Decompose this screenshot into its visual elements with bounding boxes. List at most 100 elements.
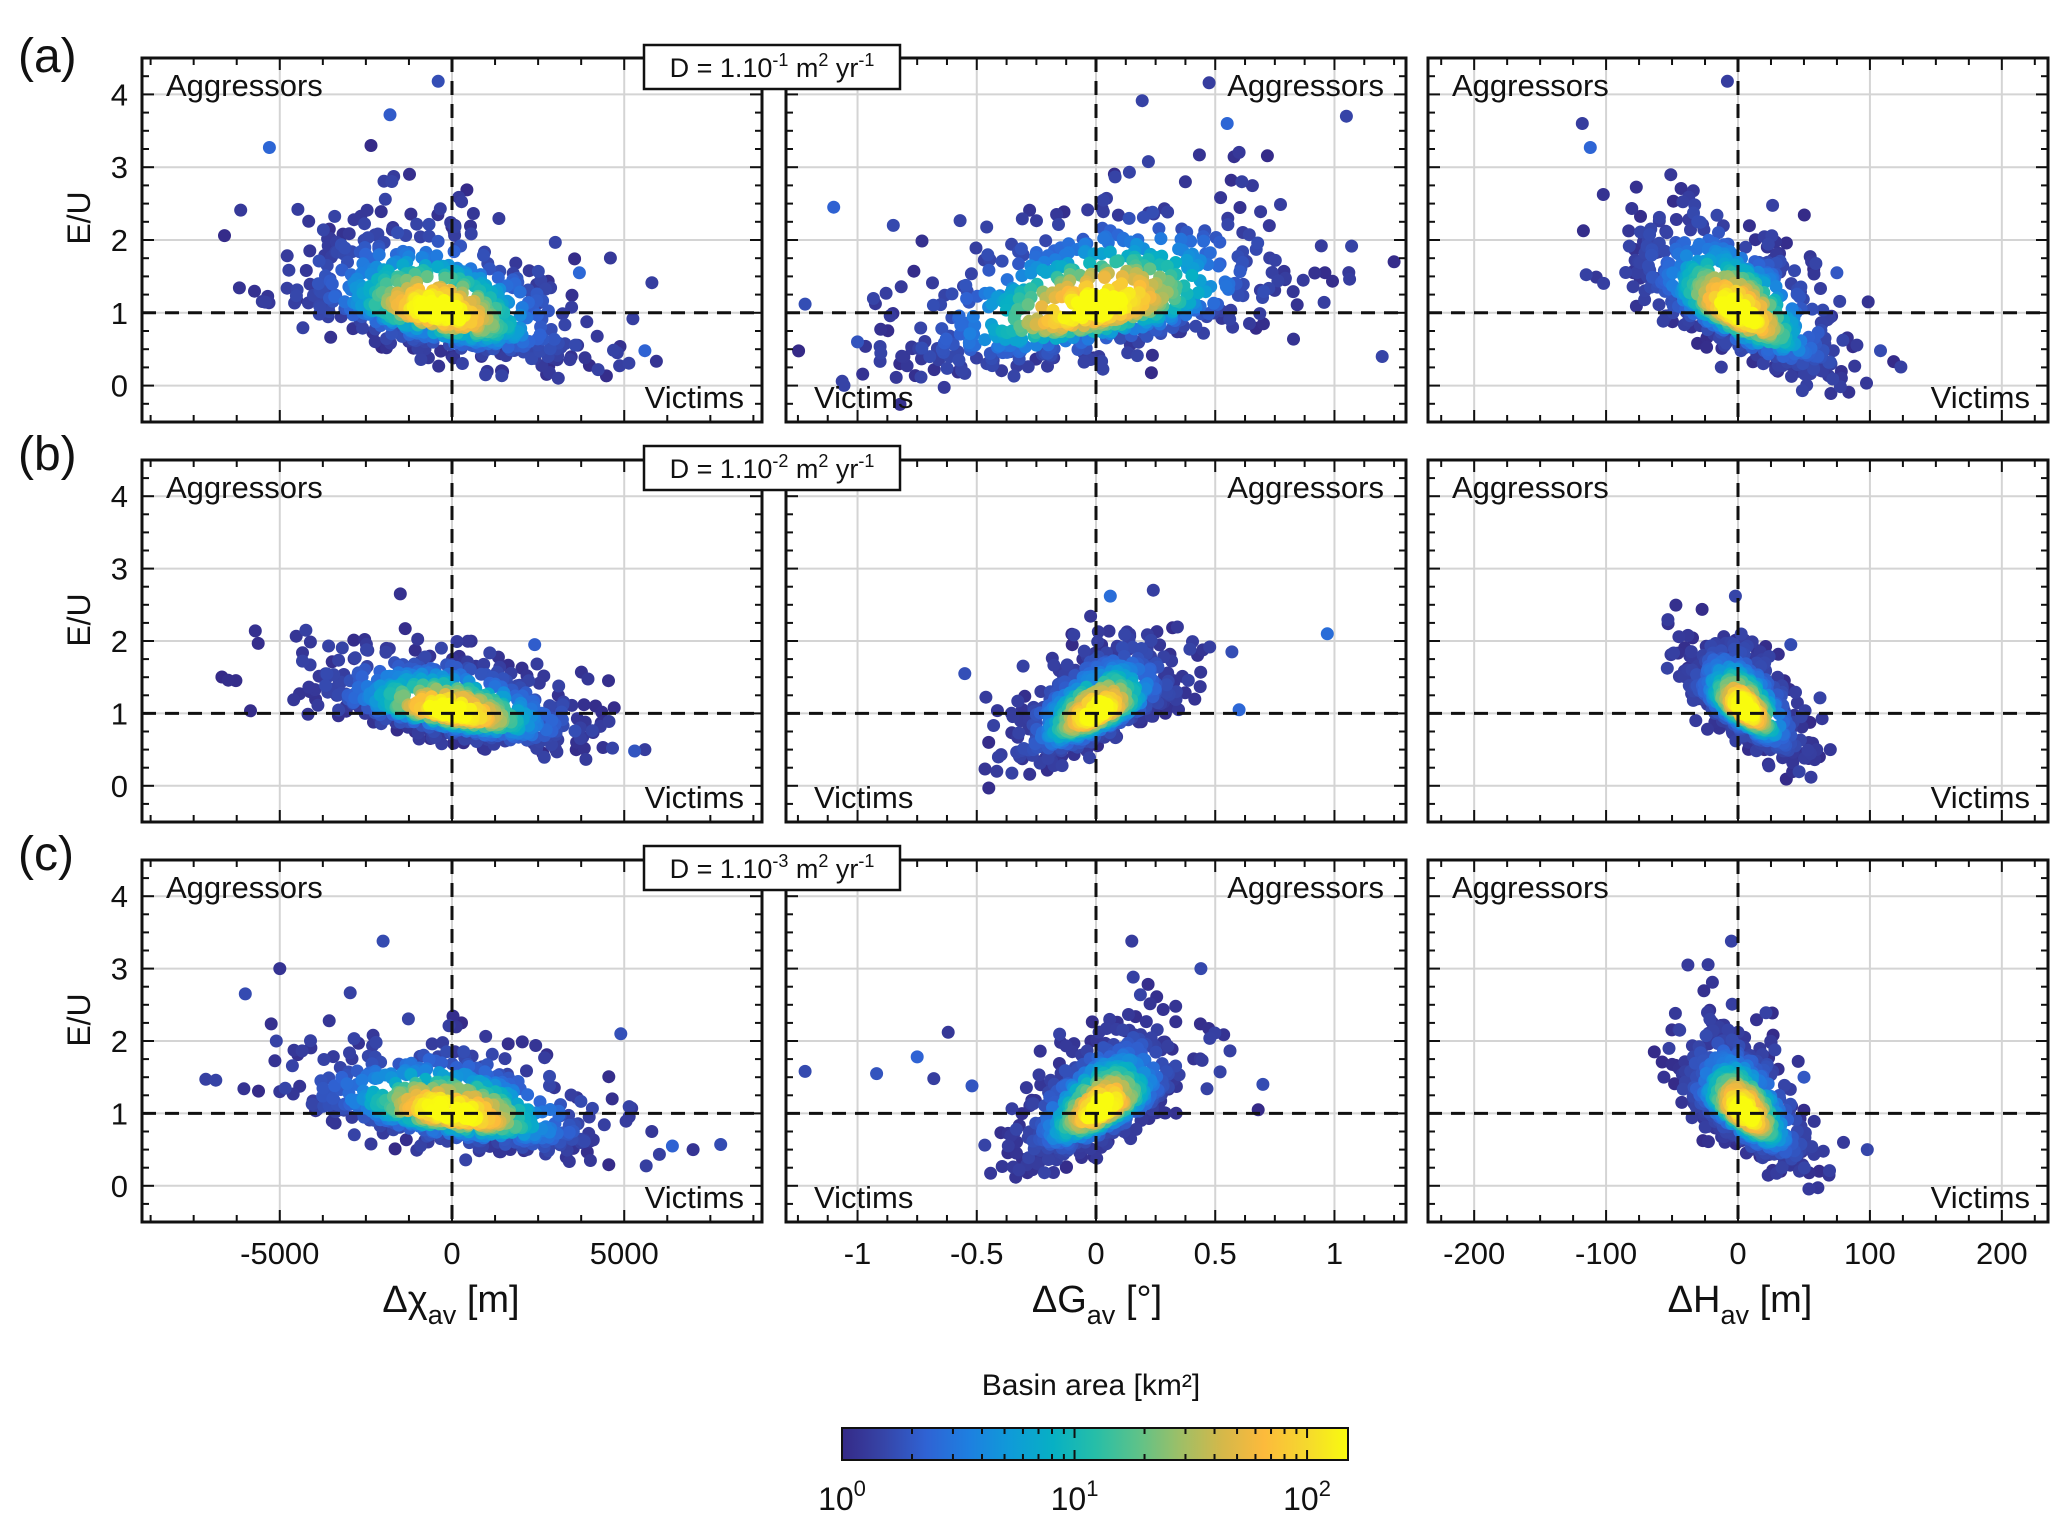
scatter-point — [1343, 272, 1357, 286]
scatter-point — [940, 361, 954, 375]
scatter-point — [1161, 205, 1175, 219]
scatter-point — [827, 200, 841, 214]
scatter-point — [302, 680, 316, 694]
scatter-point — [969, 241, 983, 255]
scatter-point — [209, 1073, 223, 1087]
scatter-point — [1170, 620, 1184, 634]
label-victims: Victims — [1931, 380, 2030, 415]
scatter-point — [1664, 168, 1678, 182]
scatter-point — [1180, 253, 1194, 267]
scatter-point — [325, 277, 339, 291]
scatter-point — [628, 744, 642, 758]
scatter-point — [1756, 357, 1770, 371]
scatter-point — [404, 207, 418, 221]
scatter-point — [895, 349, 909, 363]
scatter-point — [538, 1051, 552, 1065]
scatter-point — [1674, 182, 1688, 195]
scatter-point — [430, 249, 444, 263]
scatter-point — [1096, 205, 1110, 219]
scatter-point — [1629, 180, 1643, 194]
scatter-point — [1326, 274, 1339, 288]
scatter-point — [879, 286, 893, 300]
scatter-point — [686, 1143, 700, 1157]
scatter-point — [1823, 743, 1837, 757]
scatter-point — [335, 641, 349, 655]
scatter-point — [1233, 265, 1247, 279]
scatter-point — [324, 330, 338, 344]
scatter-point — [1243, 317, 1256, 330]
scatter-point — [606, 741, 619, 755]
scatter-point — [459, 1153, 473, 1167]
scatter-point — [1136, 210, 1150, 224]
scatter-point — [430, 304, 444, 318]
scatter-point — [1055, 759, 1069, 773]
scatter-point — [410, 217, 424, 231]
scatter-point — [602, 1158, 616, 1172]
scatter-point — [1091, 635, 1105, 649]
scatter-point — [278, 1081, 292, 1095]
scatter-point — [935, 322, 949, 336]
scatter-point — [652, 1147, 666, 1161]
scatter-point — [414, 353, 428, 366]
scatter-point — [383, 108, 397, 122]
scatter-point — [1262, 219, 1276, 233]
scatter-point — [1011, 694, 1025, 708]
scatter-point — [1375, 350, 1389, 363]
scatter-point — [1789, 685, 1802, 699]
scatter-point — [1103, 589, 1117, 603]
scatter-point — [401, 1012, 415, 1026]
scatter-point — [979, 690, 993, 704]
scatter-point — [320, 667, 334, 681]
scatter-point — [1109, 255, 1123, 269]
subplot-a-g: Aggressors Victims — [784, 56, 1408, 424]
scatter-point — [295, 1044, 309, 1058]
scatter-point — [565, 288, 579, 302]
scatter-point — [1097, 231, 1111, 245]
scatter-point — [1021, 298, 1035, 312]
scatter-points — [218, 74, 663, 385]
scatter-point — [945, 287, 959, 301]
scatter-point — [1669, 598, 1683, 612]
scatter-point — [1256, 317, 1270, 331]
scatter-point — [995, 254, 1009, 268]
scatter-point — [1625, 202, 1639, 215]
scatter-point — [455, 195, 469, 209]
scatter-point — [626, 312, 640, 326]
scatter-point — [1314, 239, 1328, 253]
scatter-point — [1274, 198, 1287, 211]
scatter-point — [1067, 628, 1081, 642]
scatter-point — [420, 270, 434, 284]
scatter-point — [533, 328, 547, 342]
scatter-point — [1809, 257, 1823, 270]
scatter-point — [960, 292, 974, 305]
scatter-point — [385, 175, 399, 188]
scatter-point — [1254, 205, 1268, 219]
scatter-point — [515, 1035, 529, 1049]
scatter-point — [1691, 215, 1705, 229]
scatter-point — [1060, 658, 1074, 672]
scatter-point — [1189, 319, 1203, 333]
scatter-point — [491, 271, 505, 285]
scatter-point — [1308, 266, 1322, 280]
scatter-point — [1700, 340, 1714, 354]
tick-marks — [142, 57, 762, 423]
scatter-point — [447, 245, 461, 259]
scatter-point — [1345, 239, 1359, 253]
scatter-point — [939, 332, 953, 346]
scatter-point — [990, 764, 1004, 778]
scatter-point — [403, 167, 416, 181]
scatter-point — [1660, 226, 1674, 240]
scatter-point — [1233, 201, 1247, 214]
scatter-point — [433, 202, 447, 216]
scatter-point — [1860, 376, 1873, 390]
scatter-point — [982, 263, 996, 277]
scatter-point — [923, 350, 937, 364]
subplot-b-h: Aggressors Victims — [1426, 458, 2050, 824]
scatter-point — [562, 1155, 576, 1168]
scatter-point — [953, 214, 967, 228]
scatter-point — [477, 248, 490, 262]
scatter-point — [926, 298, 940, 312]
scatter-point — [1047, 658, 1061, 672]
scatter-point — [1021, 360, 1035, 374]
